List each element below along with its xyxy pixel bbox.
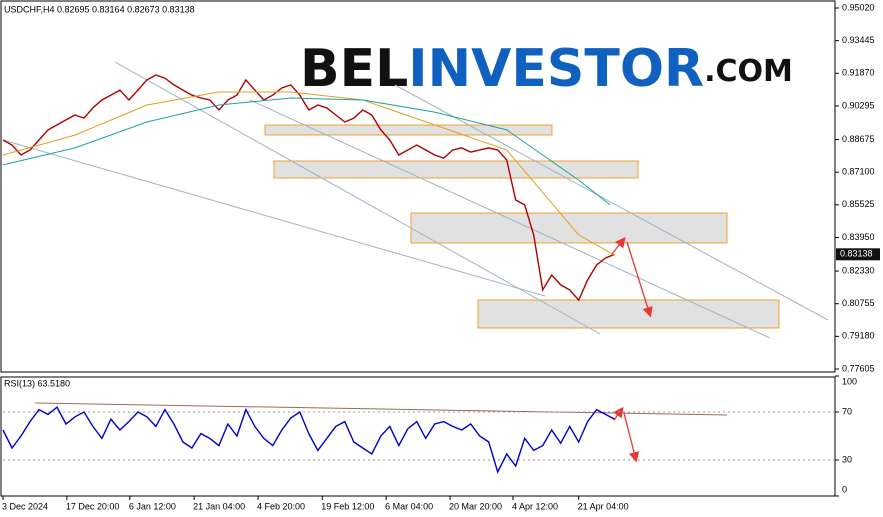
- y-tick-label: 0.95020: [842, 2, 875, 12]
- x-tick-label: 3 Dec 2024: [2, 501, 48, 511]
- watermark-part: BEL: [300, 39, 408, 99]
- series-line: [2, 406, 615, 474]
- last-price-box: [836, 248, 880, 261]
- arrow: [613, 406, 624, 421]
- x-tick-label: 6 Mar 04:00: [385, 501, 433, 511]
- series-line: [2, 97, 611, 206]
- x-tick-label: 20 Mar 20:00: [449, 501, 502, 511]
- y-tick-label: 0.83950: [842, 232, 875, 242]
- y-tick-label: 0.85525: [842, 199, 875, 209]
- y-tick-label: 0.77605: [842, 363, 875, 373]
- rsi-title: RSI(13) 63.5180: [4, 378, 70, 388]
- trend-lines: [2, 61, 829, 416]
- zone: [273, 160, 639, 179]
- arrows: [611, 236, 653, 463]
- y-tick-label: 0.91870: [842, 68, 875, 78]
- chart-title: USDCHF,H4 0.82695 0.83164 0.82673 0.8313…: [4, 4, 195, 14]
- y-tick-label: 0.88675: [842, 134, 875, 144]
- last-price-label: 0.83138: [840, 249, 873, 259]
- y-tick-label: 0: [842, 484, 847, 494]
- watermark: BELINVESTOR.COM: [300, 39, 793, 99]
- rsi-trend-line: [34, 402, 728, 416]
- y-tick-label: 30: [842, 454, 852, 464]
- series-line: [2, 91, 615, 256]
- x-tick-label: 21 Apr 04:00: [578, 501, 629, 511]
- y-tick-label: 0.82330: [842, 265, 875, 275]
- y-tick-label: 0.87100: [842, 167, 875, 177]
- trend-line: [249, 99, 771, 339]
- x-tick-label: 17 Dec 20:00: [66, 501, 120, 511]
- zone: [477, 299, 780, 329]
- zone: [264, 124, 553, 136]
- x-tick-label: 6 Jan 12:00: [129, 501, 176, 511]
- y-tick-label: 70: [842, 406, 852, 416]
- y-tick-label: 0.93445: [842, 35, 875, 45]
- series-line: [2, 74, 615, 302]
- arrow: [626, 241, 653, 318]
- x-tick-label: 21 Jan 04:00: [193, 501, 245, 511]
- trend-line: [394, 84, 829, 321]
- arrow: [611, 236, 626, 255]
- trend-line: [2, 139, 546, 297]
- y-tick-label: 100: [842, 376, 857, 386]
- y-tick-label: 0.90295: [842, 100, 875, 110]
- x-tick-label: 4 Apr 12:00: [512, 501, 558, 511]
- rsi-panel: [0, 376, 836, 497]
- zone: [410, 212, 728, 244]
- x-tick-label: 4 Feb 20:00: [257, 501, 305, 511]
- arrow: [623, 412, 640, 463]
- y-tick-label: 0.79180: [842, 331, 875, 341]
- zones: [264, 124, 780, 329]
- y-tick-label: 0.80755: [842, 298, 875, 308]
- watermark-part: INVESTOR: [408, 39, 704, 99]
- x-tick-label: 19 Feb 12:00: [321, 501, 374, 511]
- watermark-part: .COM: [704, 54, 793, 89]
